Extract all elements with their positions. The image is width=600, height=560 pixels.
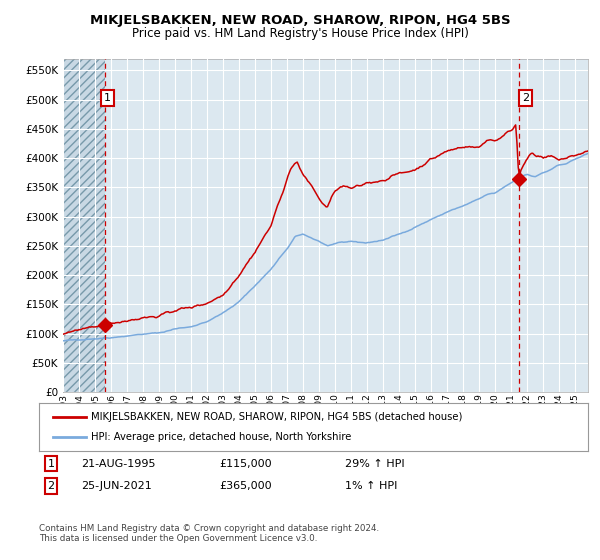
Text: HPI: Average price, detached house, North Yorkshire: HPI: Average price, detached house, Nort… — [91, 432, 352, 442]
Text: 2: 2 — [47, 481, 55, 491]
Text: MIKJELSBAKKEN, NEW ROAD, SHAROW, RIPON, HG4 5BS (detached house): MIKJELSBAKKEN, NEW ROAD, SHAROW, RIPON, … — [91, 412, 463, 422]
Text: MIKJELSBAKKEN, NEW ROAD, SHAROW, RIPON, HG4 5BS: MIKJELSBAKKEN, NEW ROAD, SHAROW, RIPON, … — [89, 14, 511, 27]
Text: Price paid vs. HM Land Registry's House Price Index (HPI): Price paid vs. HM Land Registry's House … — [131, 27, 469, 40]
Text: 1% ↑ HPI: 1% ↑ HPI — [345, 481, 397, 491]
Text: 2: 2 — [521, 93, 529, 103]
Text: 25-JUN-2021: 25-JUN-2021 — [81, 481, 152, 491]
Text: 1: 1 — [47, 459, 55, 469]
Text: Contains HM Land Registry data © Crown copyright and database right 2024.
This d: Contains HM Land Registry data © Crown c… — [39, 524, 379, 543]
Text: 1: 1 — [104, 93, 111, 103]
Text: £115,000: £115,000 — [219, 459, 272, 469]
Bar — [63, 59, 105, 392]
Text: 29% ↑ HPI: 29% ↑ HPI — [345, 459, 404, 469]
Text: 21-AUG-1995: 21-AUG-1995 — [81, 459, 155, 469]
Text: £365,000: £365,000 — [219, 481, 272, 491]
